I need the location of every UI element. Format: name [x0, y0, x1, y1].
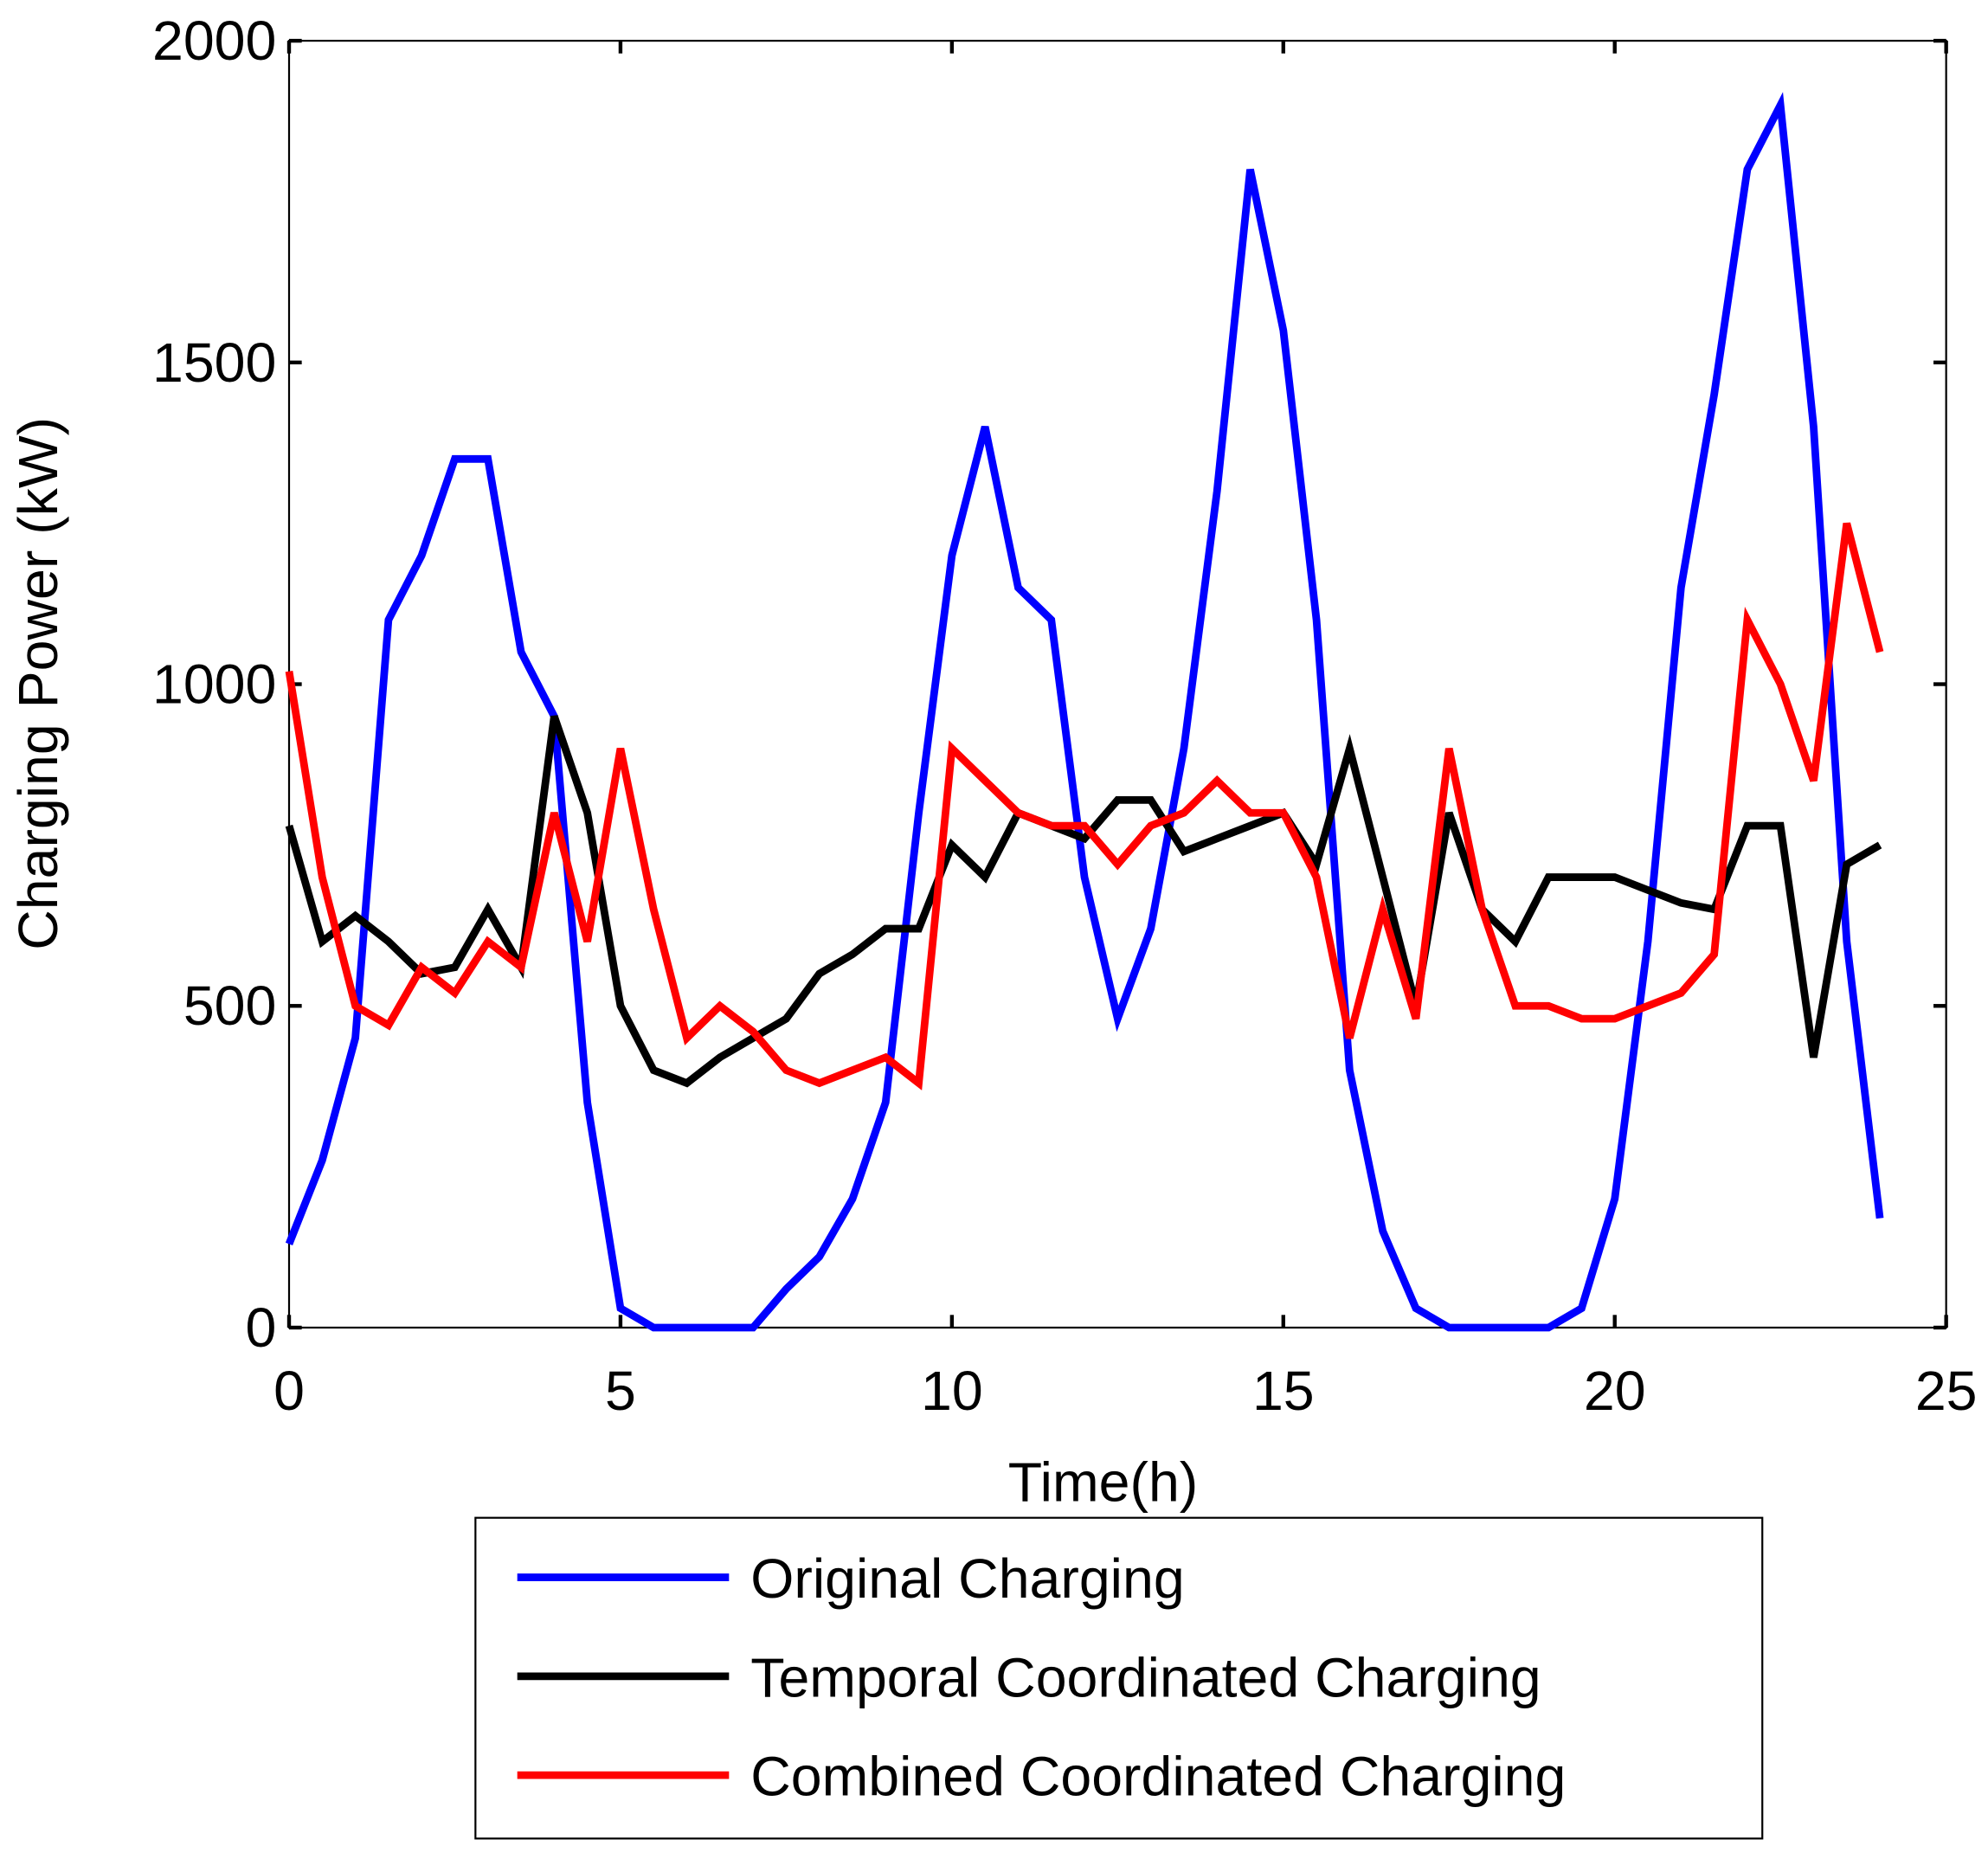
- data-line: [285, 715, 1882, 1088]
- x-tick-label: 0: [273, 1360, 305, 1422]
- x-tick-label: 25: [1915, 1360, 1978, 1422]
- data-line: [285, 522, 1884, 1090]
- y-tick-label: 500: [183, 975, 277, 1037]
- x-tick-label: 15: [1252, 1360, 1315, 1422]
- legend-label: Temporal Coordinated Charging: [750, 1646, 1541, 1708]
- legend-label: Original Charging: [750, 1547, 1184, 1610]
- x-tick-label: 10: [921, 1360, 983, 1422]
- y-tick-label: 1000: [152, 653, 276, 716]
- y-axis-label: Charging Power (kW): [7, 417, 69, 950]
- x-axis-label: Time(h): [1008, 1451, 1199, 1514]
- x-tick-label: 20: [1584, 1360, 1646, 1422]
- y-tick-label: 2000: [152, 10, 276, 72]
- x-tick-label: 5: [605, 1360, 636, 1422]
- y-tick-label: 0: [246, 1296, 277, 1359]
- y-tick-label: 1500: [152, 331, 276, 394]
- legend-label: Combined Coordinated Charging: [750, 1746, 1566, 1808]
